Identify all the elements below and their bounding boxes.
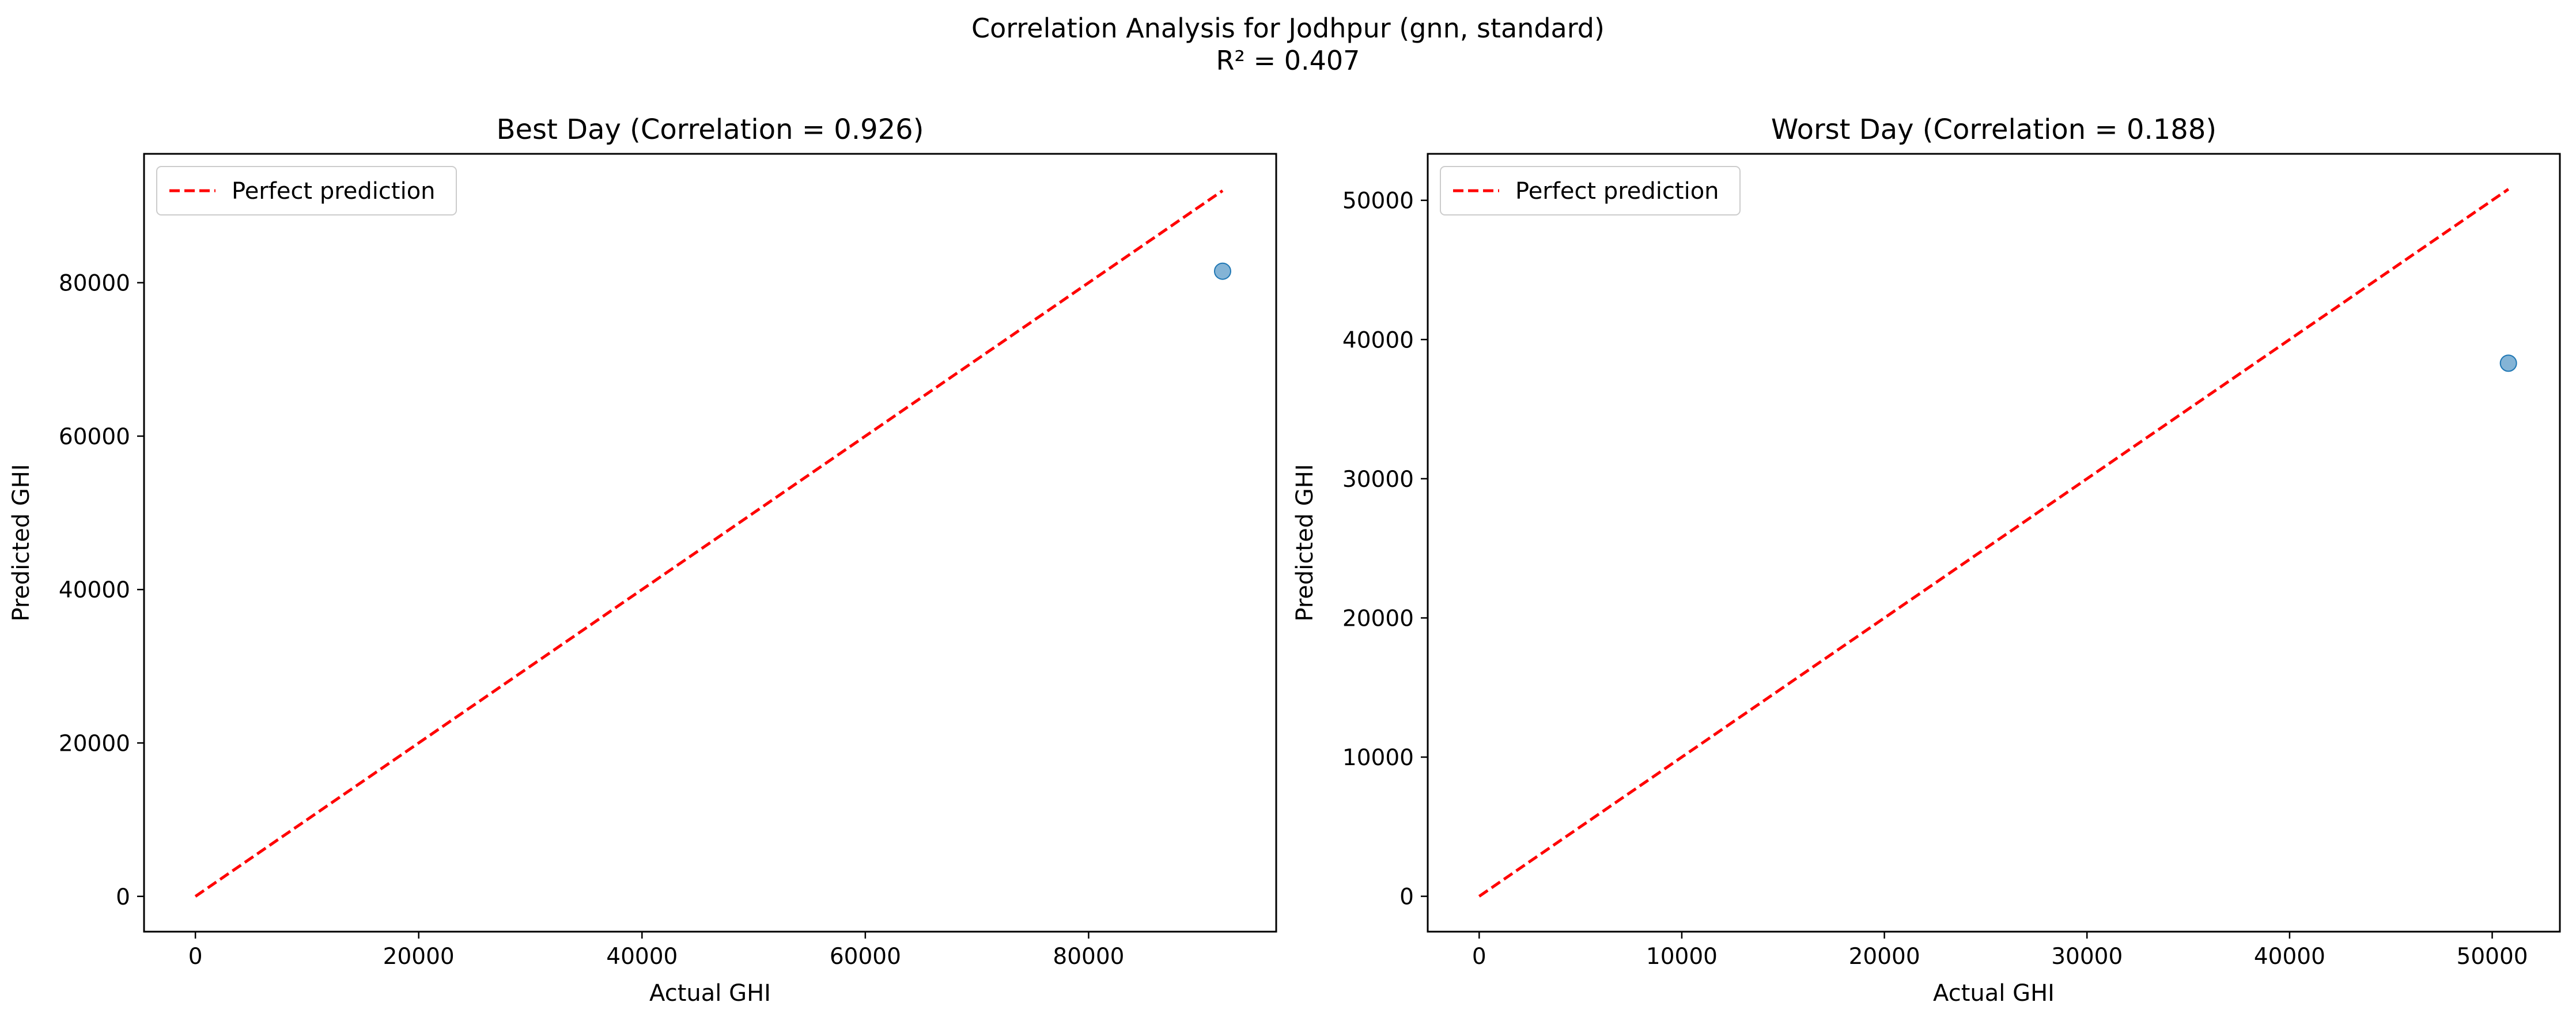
- plot-area-frame: [143, 153, 1277, 933]
- legend-entry: Perfect prediction: [232, 178, 436, 205]
- y-tick-label: 0: [116, 884, 130, 910]
- data-point: [1213, 262, 1231, 280]
- y-tick-label: 20000: [1342, 606, 1414, 631]
- y-axis-label: Predicted GHI: [8, 464, 35, 621]
- legend-box: [156, 166, 457, 215]
- data-point: [2499, 354, 2517, 372]
- x-tick-label: 40000: [2254, 944, 2325, 970]
- y-axis-label: Predicted GHI: [1292, 464, 1318, 621]
- x-tick-label: 40000: [606, 944, 678, 970]
- chart-title: Worst Day (Correlation = 0.188): [1771, 114, 2216, 146]
- figure-title: Correlation Analysis for Jodhpur (gnn, s…: [971, 13, 1605, 44]
- x-tick-label: 60000: [830, 944, 901, 970]
- y-tick-label: 50000: [1342, 188, 1414, 214]
- y-tick-label: 30000: [1342, 467, 1414, 493]
- perfect-prediction-line: [194, 189, 1224, 898]
- x-tick-label: 80000: [1053, 944, 1124, 970]
- y-tick-label: 20000: [59, 731, 130, 757]
- y-tick-label: 40000: [59, 577, 130, 603]
- y-tick-label: 40000: [1342, 327, 1414, 353]
- legend-entry: Perfect prediction: [1515, 178, 1719, 205]
- chart-panel-1: Best Day (Correlation = 0.926) 0 20000 4000…: [8, 114, 1277, 1007]
- x-tick-label: 0: [188, 944, 203, 970]
- legend-box: [1440, 166, 1741, 215]
- plot-area-frame: [1427, 153, 2561, 933]
- chart-title: Best Day (Correlation = 0.926): [497, 114, 924, 146]
- x-axis-label: Actual GHI: [649, 980, 771, 1007]
- y-tick-label: 80000: [59, 271, 130, 297]
- x-tick-label: 20000: [383, 944, 455, 970]
- x-tick-label: 20000: [1849, 944, 1920, 970]
- x-tick-label: 50000: [2457, 944, 2528, 970]
- y-tick-label: 10000: [1342, 745, 1414, 771]
- y-tick-label: 60000: [59, 424, 130, 450]
- x-axis-label: Actual GHI: [1933, 980, 2055, 1007]
- perfect-prediction-line: [1478, 188, 2510, 898]
- x-tick-label: 0: [1472, 944, 1486, 970]
- chart-panel-2: Worst Day (Correlation = 0.188) 0 10000 200…: [1292, 114, 2561, 1007]
- x-tick-label: 10000: [1646, 944, 1718, 970]
- x-tick-label: 30000: [2051, 944, 2123, 970]
- figure-subtitle: R² = 0.407: [1216, 45, 1360, 76]
- y-tick-label: 0: [1399, 884, 1414, 910]
